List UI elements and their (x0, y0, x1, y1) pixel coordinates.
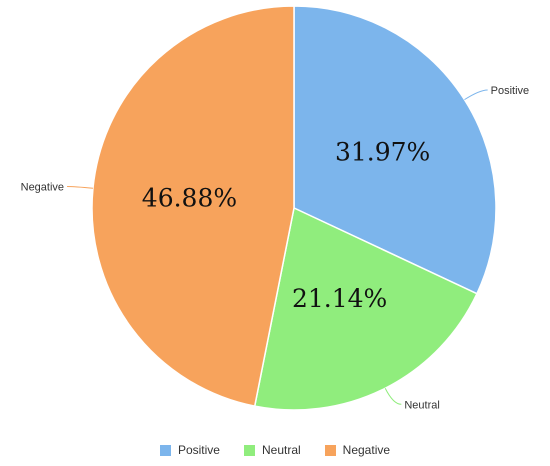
legend-swatch-negative (324, 444, 336, 456)
category-label-neutral: Neutral (404, 399, 439, 411)
legend-swatch-positive (159, 444, 171, 456)
percentage-labels: 31.97% 21.14% 46.88% (142, 138, 431, 313)
category-label-positive: Positive (491, 85, 530, 97)
legend-label-positive: Positive (177, 443, 220, 457)
leader-line-positive (464, 89, 488, 101)
legend-label-neutral: Neutral (261, 443, 301, 457)
legend-label-negative: Negative (342, 443, 391, 457)
data-label-positive: 31.97% (335, 138, 430, 167)
legend-item-negative[interactable]: Negative (324, 443, 391, 457)
data-label-neutral: 21.14% (292, 284, 387, 313)
pie-slice-negative[interactable] (91, 5, 295, 408)
legend-swatch-neutral (243, 444, 255, 456)
pie-slice-neutral[interactable] (253, 206, 478, 411)
pie-slices (91, 5, 497, 411)
leader-line-neutral (384, 388, 402, 405)
category-labels: Positive Neutral Negative (21, 85, 530, 411)
data-label-negative: 46.88% (142, 184, 237, 213)
pie-slice-positive[interactable] (293, 5, 497, 295)
legend: Positive Neutral Negative (0, 440, 550, 460)
leader-line-negative (67, 186, 94, 189)
legend-item-neutral[interactable]: Neutral (243, 443, 301, 457)
category-label-negative: Negative (21, 182, 64, 194)
leader-lines (67, 89, 488, 405)
legend-item-positive[interactable]: Positive (159, 443, 220, 457)
